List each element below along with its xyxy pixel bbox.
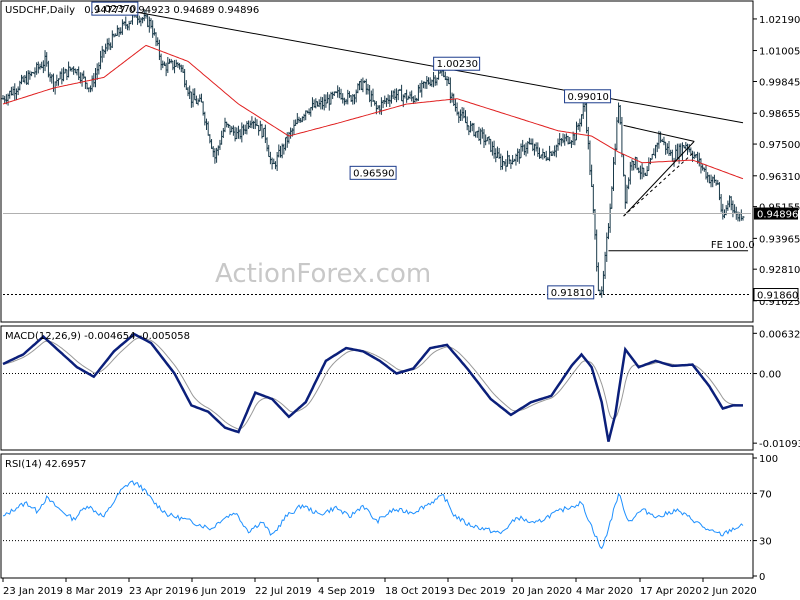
- triangle-dashed-line: [623, 151, 695, 217]
- support-label: 0.91860: [757, 291, 798, 302]
- x-tick-label: 8 Mar 2019: [66, 586, 123, 597]
- x-tick-label: 4 Mar 2020: [576, 586, 633, 597]
- x-tick-label: 20 Jan 2020: [512, 586, 572, 597]
- macd-line: [2, 332, 743, 442]
- rsi-title: RSI(14) 42.6957: [5, 459, 86, 470]
- rsi-tick-label: 0: [759, 572, 765, 583]
- price-tick-label: 0.91625: [759, 297, 800, 308]
- triangle-lower-line: [623, 141, 695, 217]
- annotation-box: 0.99010: [564, 89, 612, 104]
- axis-layer: 1.02190 1.01005 0.99845 0.98655 0.97500 0.963…: [2, 15, 800, 597]
- macd-layer: [2, 332, 751, 442]
- fe-label: FE 100.0: [711, 240, 755, 251]
- macd-title: MACD(12,26,9) -0.004654 -0.005058: [5, 331, 190, 342]
- watermark: ActionForex.com: [215, 259, 431, 289]
- annotation-frame: [91, 1, 139, 16]
- macd-signal-line: [2, 337, 743, 430]
- x-tick-label: 3 Dec 2019: [448, 586, 506, 597]
- annotation-box: 1.00230: [433, 56, 481, 71]
- price-layer: 1.02370 0.96590 1.00230 0.99010 0.91810 FE 10…: [1, 1, 755, 300]
- x-tick-label: 18 Oct 2019: [385, 586, 447, 597]
- price-panel: [0, 0, 754, 323]
- macd-tick-label: 0.00: [759, 370, 781, 381]
- rsi-tick-label: 100: [759, 454, 778, 465]
- price-tick-label: 0.97500: [759, 140, 800, 151]
- x-tick-label: 22 Jul 2019: [255, 586, 312, 597]
- x-tick-label: 2 Jun 2020: [703, 586, 757, 597]
- annotation-box: 1.02370: [91, 1, 139, 16]
- macd-tick-label: 0.006321: [759, 329, 800, 340]
- price-bar: [741, 216, 745, 221]
- price-tick-label: 1.02190: [759, 15, 800, 26]
- x-tick-label: 4 Sep 2019: [318, 586, 375, 597]
- price-tick-label: 0.93965: [759, 234, 800, 245]
- moving-average-line: [2, 44, 744, 180]
- price-tick-label: 0.92810: [759, 265, 800, 276]
- annotation-frame: [547, 285, 595, 300]
- x-tick-label: 17 Apr 2020: [640, 586, 702, 597]
- price-tick-label: 0.96310: [759, 172, 800, 183]
- annotation-label: 1.02370: [95, 4, 136, 15]
- x-tick-label: 23 Jan 2019: [3, 586, 63, 597]
- price-tick-label: 0.99845: [759, 78, 800, 89]
- rsi-panel: [0, 453, 754, 579]
- rsi-tick-label: 70: [759, 489, 772, 500]
- x-tick-label: 23 Apr 2019: [129, 586, 191, 597]
- annotation-label: 0.91810: [551, 288, 592, 299]
- annotation-frame: [349, 165, 397, 180]
- price-title: USDCHF,Daily 0.94777 0.94923 0.94689 0.9…: [5, 5, 259, 16]
- annotation-frame: [433, 56, 481, 71]
- annotation-label: 0.99010: [568, 92, 609, 103]
- symbol-title: USDCHF,Daily: [5, 5, 75, 16]
- annotation-box: 0.96590: [349, 165, 397, 180]
- annotation-label: 0.96590: [353, 168, 394, 179]
- rsi-tick-label: 30: [759, 537, 772, 548]
- macd-tick-label: -0.010939: [759, 439, 800, 450]
- last-price-label: 0.94896: [757, 210, 798, 221]
- macd-panel: [0, 325, 754, 451]
- triangle-upper-line: [623, 124, 695, 142]
- ohlc-label: 0.94777 0.94923 0.94689 0.94896: [84, 5, 259, 16]
- rsi-layer: [2, 480, 751, 550]
- annotation-label: 1.00230: [437, 59, 478, 70]
- last-price-tag: [754, 207, 798, 220]
- price-tick-label: 1.01005: [759, 47, 800, 58]
- price-tick-label: 0.98655: [759, 109, 800, 120]
- x-tick-label: 6 Jun 2019: [192, 586, 246, 597]
- annotation-frame: [564, 89, 612, 104]
- support-tag: [753, 288, 799, 302]
- annotation-box: 0.91810: [547, 285, 595, 300]
- rsi-line: [2, 480, 744, 550]
